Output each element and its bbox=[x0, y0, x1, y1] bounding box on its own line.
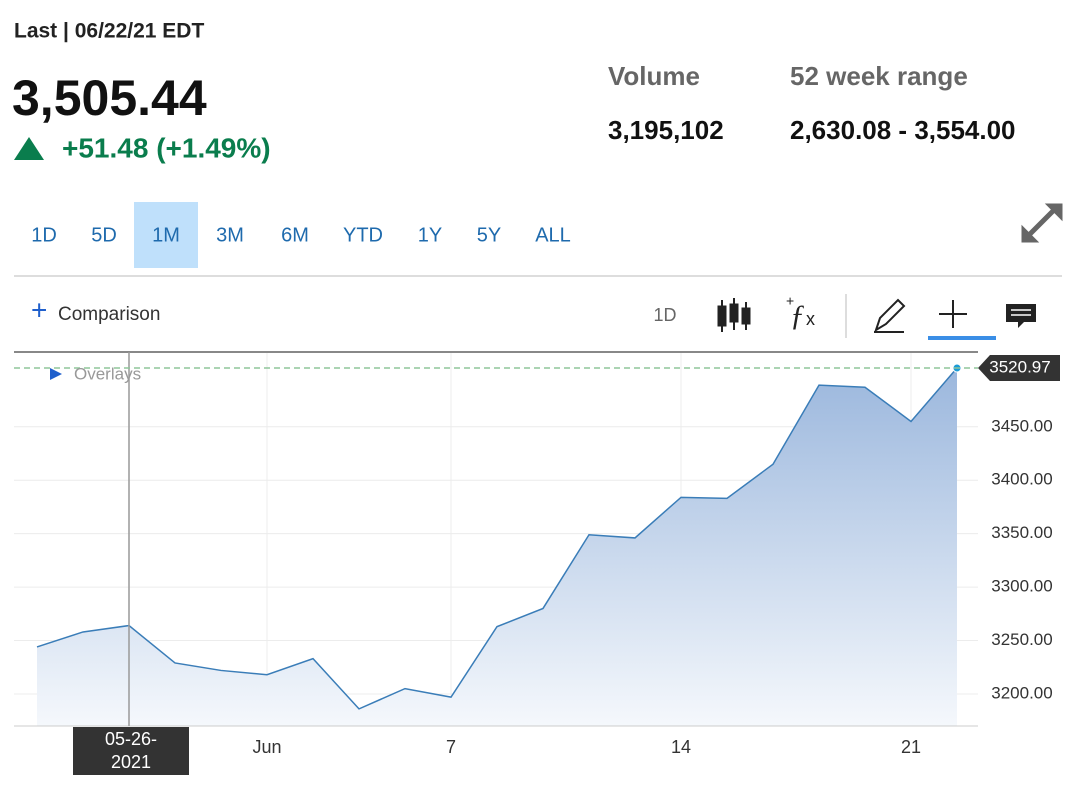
range-tab[interactable]: 5Y bbox=[477, 224, 501, 246]
range-tab[interactable]: 6M bbox=[281, 224, 309, 246]
price: 3,505.44 bbox=[12, 70, 207, 126]
stat-label: Volume bbox=[608, 61, 700, 91]
stat-label: 52 week range bbox=[790, 61, 968, 91]
x-tick-label: 7 bbox=[446, 737, 456, 757]
up-arrow bbox=[14, 137, 44, 160]
y-tick-label: 3400.00 bbox=[991, 470, 1052, 489]
crosshair-tool[interactable] bbox=[939, 300, 967, 328]
range-tab[interactable]: 3M bbox=[216, 224, 244, 246]
range-tab[interactable]: 5D bbox=[91, 224, 117, 246]
comment-icon[interactable] bbox=[1006, 304, 1036, 328]
range-tabs: 1D 5D 1M 3M 6M YTD 1Y 5Y ALL bbox=[31, 202, 571, 268]
candle-icon[interactable] bbox=[717, 298, 751, 332]
x-tick-label: 21 bbox=[901, 737, 921, 757]
range-tab[interactable]: 1Y bbox=[418, 224, 442, 246]
y-tick-label: 3450.00 bbox=[991, 416, 1052, 435]
tab-selected-bg bbox=[134, 202, 198, 268]
price-tag bbox=[978, 355, 1060, 381]
line bbox=[36, 367, 958, 710]
price-tag-label: 3520.97 bbox=[989, 357, 1050, 376]
stat-value: 2,630.08 - 3,554.00 bbox=[790, 115, 1016, 145]
range-tab[interactable]: YTD bbox=[343, 224, 383, 246]
y-tick-label: 3350.00 bbox=[991, 523, 1052, 542]
range-tab[interactable]: ALL bbox=[535, 224, 571, 246]
tool-underline bbox=[928, 336, 996, 340]
overlays-arrow[interactable] bbox=[50, 368, 62, 380]
y-tick-label: 3250.00 bbox=[991, 630, 1052, 649]
area bbox=[37, 368, 957, 726]
y-tick-label: 3200.00 bbox=[991, 683, 1052, 702]
overlays-button[interactable]: Overlays bbox=[74, 364, 141, 383]
interval-button[interactable]: 1D bbox=[653, 305, 676, 325]
crosshair-date-label: 05-26-2021 bbox=[104, 729, 158, 772]
fx-icon-plus: + bbox=[786, 293, 794, 309]
range-tab[interactable]: 1D bbox=[31, 224, 57, 246]
change: +51.48 (+1.49%) bbox=[62, 132, 271, 163]
plus-icon: + bbox=[31, 294, 47, 325]
comparison-button[interactable]: Comparison bbox=[58, 304, 160, 325]
stat-value: 3,195,102 bbox=[608, 115, 724, 145]
range-tab[interactable]: 1M bbox=[152, 224, 180, 246]
y-tick-label: 3300.00 bbox=[991, 577, 1052, 596]
plot bbox=[14, 352, 978, 726]
x-tick-label: 14 bbox=[671, 737, 691, 757]
fx-icon-x: x bbox=[806, 309, 815, 329]
crosshair-date: 05-26-2021 bbox=[73, 727, 189, 775]
draw-icon[interactable] bbox=[874, 298, 906, 333]
expand-icon[interactable] bbox=[1021, 203, 1063, 243]
x-tick-label: Jun bbox=[252, 737, 281, 757]
comment-lines bbox=[1011, 309, 1031, 316]
fx-icon[interactable]: ƒ bbox=[790, 299, 805, 332]
last-label: Last | 06/22/21 EDT bbox=[14, 20, 204, 43]
